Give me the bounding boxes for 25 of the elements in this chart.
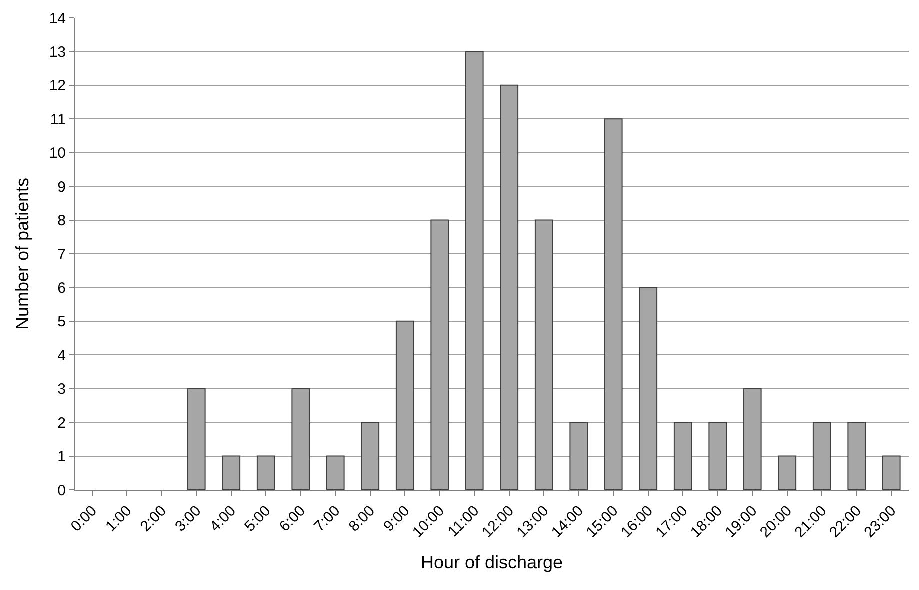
- y-tick-label: 9: [58, 178, 66, 196]
- y-tick-label: 10: [49, 145, 66, 162]
- y-tick-label: 1: [58, 448, 66, 466]
- x-tick-label: 3:00: [172, 502, 205, 536]
- x-axis-title: Hour of discharge: [420, 552, 564, 572]
- y-tick-label: 0: [58, 482, 66, 500]
- y-tick-label: 12: [49, 78, 66, 95]
- y-tick-label: 8: [58, 212, 66, 230]
- y-tick-label: 2: [58, 414, 66, 432]
- x-tick-label: 4:00: [206, 502, 240, 536]
- x-tick-label: 9:00: [380, 502, 414, 536]
- y-tick-label: 7: [58, 246, 66, 264]
- y-axis-title: Number of patients: [12, 178, 33, 330]
- y-tick-label: 14: [49, 10, 66, 28]
- y-tick-label: 3: [58, 381, 66, 398]
- y-tick-label: 5: [58, 314, 66, 331]
- x-tick-label: 7:00: [311, 502, 344, 536]
- y-tick-label: 13: [49, 44, 66, 61]
- x-tick-label: 8:00: [346, 502, 379, 536]
- x-tick-label: 5:00: [242, 502, 274, 536]
- y-tick-label: 4: [58, 347, 66, 364]
- y-tick-label: 11: [50, 111, 66, 128]
- x-tick-label: 6:00: [276, 502, 310, 536]
- x-tick-label: 0:00: [68, 502, 101, 536]
- y-tick-label: 6: [58, 280, 66, 297]
